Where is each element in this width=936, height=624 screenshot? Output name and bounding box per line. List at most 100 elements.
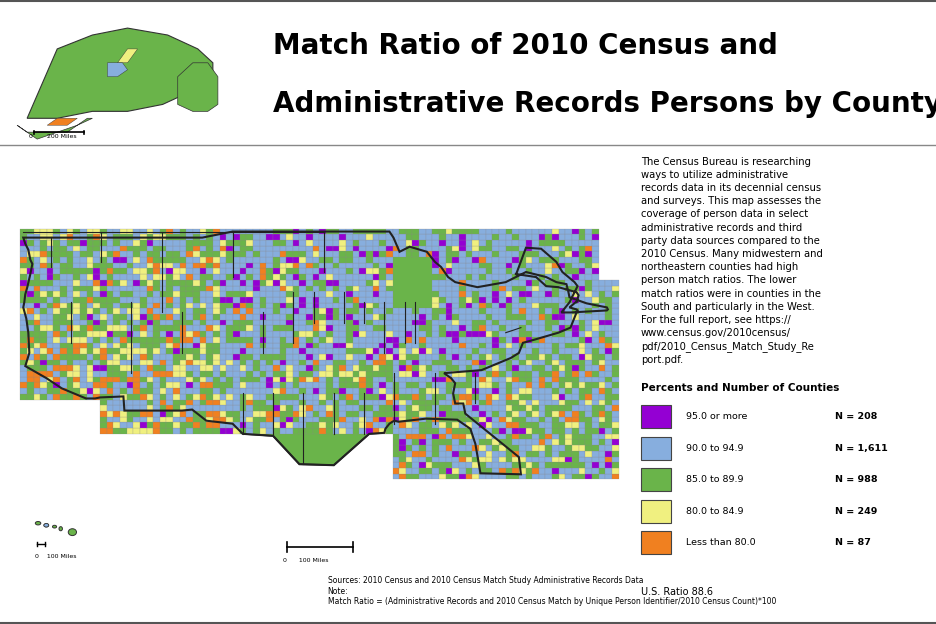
Bar — [559, 365, 565, 371]
Bar — [452, 228, 459, 234]
Bar — [399, 359, 406, 365]
Bar — [379, 337, 386, 343]
Bar — [353, 348, 359, 354]
Bar — [94, 286, 100, 291]
Bar — [546, 240, 552, 246]
Bar — [100, 251, 107, 257]
Bar — [300, 326, 306, 331]
Bar — [207, 388, 213, 394]
Bar — [473, 417, 479, 422]
Bar — [592, 234, 599, 240]
Bar — [60, 314, 66, 319]
Bar — [426, 422, 432, 428]
Bar — [246, 257, 253, 263]
Bar — [34, 377, 40, 383]
Bar — [227, 297, 233, 303]
Bar — [313, 297, 319, 303]
Bar — [446, 451, 452, 457]
Bar — [539, 268, 546, 274]
Bar — [552, 445, 559, 451]
Bar — [452, 297, 459, 303]
Bar — [559, 399, 565, 405]
Bar — [133, 251, 139, 257]
Bar — [585, 399, 592, 405]
Bar — [585, 359, 592, 365]
Bar — [60, 319, 66, 326]
Bar — [94, 331, 100, 337]
Bar — [233, 405, 240, 411]
Bar — [220, 411, 227, 417]
Bar — [259, 263, 266, 268]
Bar — [559, 326, 565, 331]
Bar — [413, 388, 419, 394]
Bar — [160, 314, 167, 319]
Bar — [552, 251, 559, 257]
Bar — [73, 388, 80, 394]
Bar — [419, 405, 426, 411]
Bar — [233, 388, 240, 394]
Bar — [240, 399, 246, 405]
Bar — [233, 257, 240, 263]
Bar — [486, 280, 492, 286]
Bar — [406, 439, 413, 445]
Bar — [186, 286, 193, 291]
Bar — [406, 228, 413, 234]
Bar — [154, 280, 160, 286]
Bar — [259, 268, 266, 274]
Bar — [572, 451, 578, 457]
Bar — [246, 286, 253, 291]
Bar — [499, 405, 505, 411]
Bar — [326, 286, 332, 291]
Bar — [180, 354, 186, 359]
Bar — [207, 246, 213, 251]
Bar — [546, 422, 552, 428]
Bar — [34, 383, 40, 388]
Bar — [313, 326, 319, 331]
Bar — [585, 348, 592, 354]
Bar — [459, 319, 466, 326]
Bar — [199, 257, 207, 263]
Bar — [386, 348, 392, 354]
Bar — [366, 257, 373, 263]
Bar — [612, 280, 619, 286]
Bar — [359, 274, 366, 280]
Bar — [313, 348, 319, 354]
Bar — [359, 388, 366, 394]
Bar — [100, 383, 107, 388]
Bar — [173, 274, 180, 280]
Bar — [253, 399, 259, 405]
Bar — [492, 268, 499, 274]
Bar — [565, 251, 572, 257]
Bar — [34, 257, 40, 263]
Bar — [160, 399, 167, 405]
Bar — [353, 343, 359, 348]
Bar — [160, 422, 167, 428]
Bar — [499, 439, 505, 445]
Bar — [40, 314, 47, 319]
Bar — [280, 377, 286, 383]
Bar — [240, 319, 246, 326]
Bar — [293, 399, 300, 405]
Bar — [120, 405, 126, 411]
Bar — [139, 359, 147, 365]
Bar — [379, 326, 386, 331]
Bar — [213, 303, 220, 308]
Bar — [386, 354, 392, 359]
Bar — [180, 246, 186, 251]
Bar — [366, 383, 373, 388]
Bar — [280, 388, 286, 394]
Bar — [486, 337, 492, 343]
Bar — [53, 274, 60, 280]
Bar — [326, 263, 332, 268]
Bar — [565, 445, 572, 451]
Bar — [273, 417, 280, 422]
Bar — [21, 371, 27, 377]
Bar — [313, 228, 319, 234]
Bar — [366, 399, 373, 405]
Bar — [160, 394, 167, 399]
Bar — [486, 246, 492, 251]
Bar — [326, 268, 332, 274]
Bar — [286, 383, 293, 388]
Bar — [133, 394, 139, 399]
Bar — [565, 263, 572, 268]
